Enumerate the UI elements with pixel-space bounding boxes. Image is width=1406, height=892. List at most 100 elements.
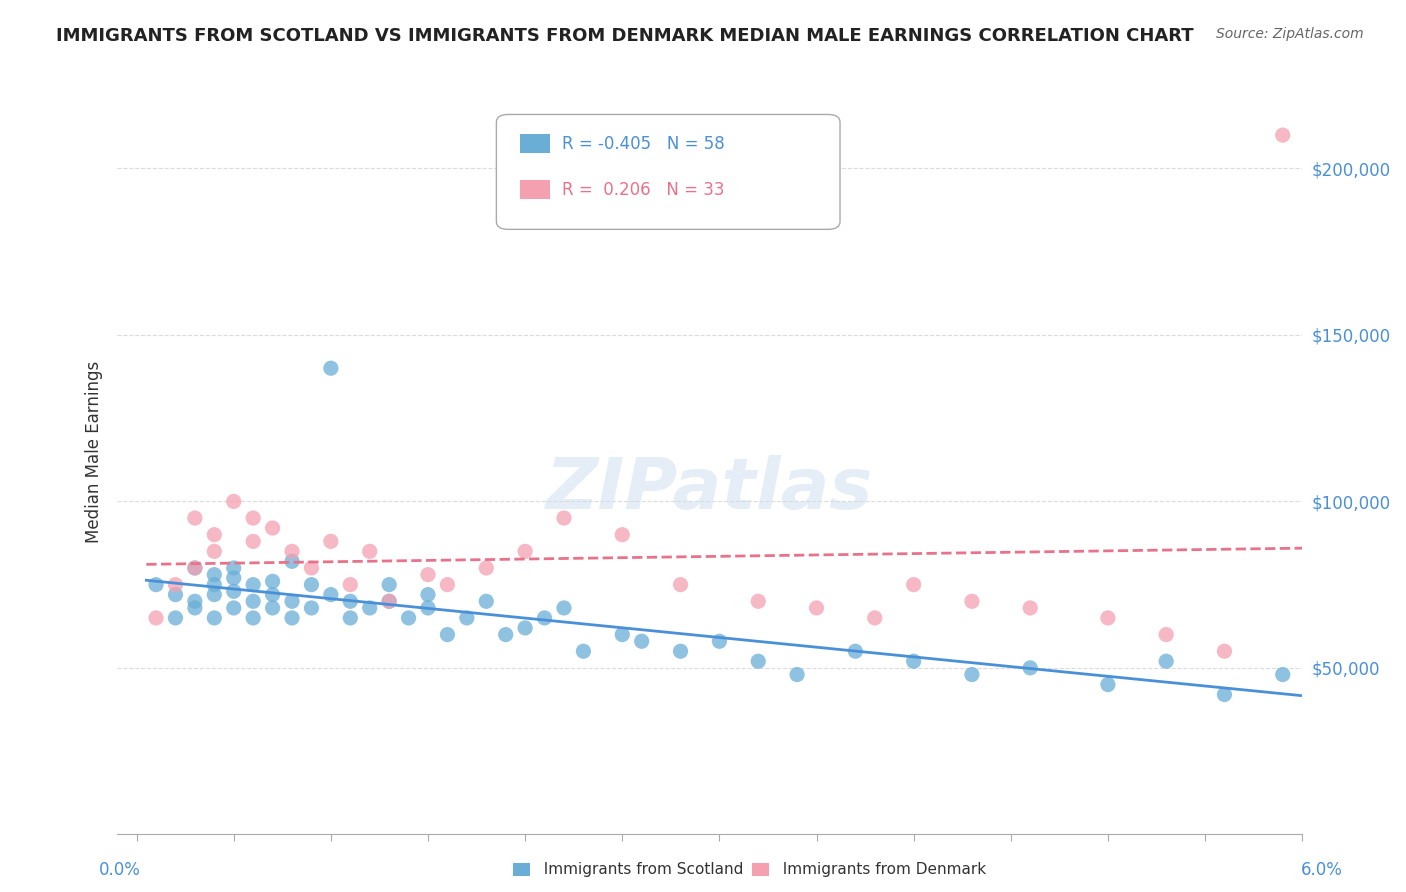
- Point: [513, 621, 536, 635]
- Point: [1271, 667, 1294, 681]
- Point: [709, 634, 731, 648]
- Point: [222, 494, 245, 508]
- Point: [553, 511, 575, 525]
- Point: [281, 554, 304, 568]
- Point: [202, 527, 225, 541]
- Point: [145, 577, 167, 591]
- Point: [378, 594, 401, 608]
- Point: [281, 544, 304, 558]
- Point: [184, 561, 207, 575]
- Point: [1213, 688, 1236, 702]
- Point: [747, 594, 769, 608]
- Point: [572, 644, 595, 658]
- Point: [222, 601, 245, 615]
- Text: R =  0.206   N = 33: R = 0.206 N = 33: [561, 180, 724, 199]
- Y-axis label: Median Male Earnings: Median Male Earnings: [86, 360, 103, 542]
- Point: [242, 611, 264, 625]
- Point: [475, 594, 498, 608]
- Point: [960, 667, 983, 681]
- Point: [553, 601, 575, 615]
- Point: [339, 577, 361, 591]
- Point: [1154, 627, 1177, 641]
- Point: [863, 611, 886, 625]
- Point: [475, 561, 498, 575]
- Point: [960, 594, 983, 608]
- Point: [436, 627, 458, 641]
- Point: [398, 611, 420, 625]
- Point: [495, 627, 517, 641]
- Point: [242, 534, 264, 549]
- Point: [301, 577, 323, 591]
- Point: [903, 577, 925, 591]
- Point: [242, 577, 264, 591]
- Point: [786, 667, 808, 681]
- Point: [533, 611, 555, 625]
- Bar: [520, 134, 550, 153]
- Point: [416, 601, 439, 615]
- Text: 6.0%: 6.0%: [1301, 861, 1343, 879]
- Point: [378, 577, 401, 591]
- Point: [416, 588, 439, 602]
- Point: [202, 567, 225, 582]
- Text: 0.0%: 0.0%: [98, 861, 141, 879]
- Point: [903, 654, 925, 668]
- Point: [416, 567, 439, 582]
- Point: [378, 594, 401, 608]
- Point: [456, 611, 478, 625]
- Point: [262, 574, 284, 589]
- Point: [281, 611, 304, 625]
- Point: [184, 601, 207, 615]
- Point: [747, 654, 769, 668]
- Point: [844, 644, 866, 658]
- Text: R = -0.405   N = 58: R = -0.405 N = 58: [561, 135, 724, 153]
- Text: IMMIGRANTS FROM SCOTLAND VS IMMIGRANTS FROM DENMARK MEDIAN MALE EARNINGS CORRELA: IMMIGRANTS FROM SCOTLAND VS IMMIGRANTS F…: [56, 27, 1194, 45]
- Point: [669, 577, 692, 591]
- Point: [202, 544, 225, 558]
- Point: [202, 611, 225, 625]
- Point: [513, 544, 536, 558]
- Point: [1097, 677, 1119, 691]
- Point: [319, 361, 342, 376]
- Point: [242, 594, 264, 608]
- Point: [669, 644, 692, 658]
- Point: [165, 577, 187, 591]
- Point: [222, 561, 245, 575]
- Point: [1154, 654, 1177, 668]
- Point: [612, 527, 634, 541]
- Point: [165, 611, 187, 625]
- Point: [202, 577, 225, 591]
- Text: Immigrants from Scotland: Immigrants from Scotland: [534, 863, 744, 877]
- Point: [242, 511, 264, 525]
- Point: [301, 601, 323, 615]
- Point: [319, 534, 342, 549]
- Point: [165, 588, 187, 602]
- Point: [806, 601, 828, 615]
- Point: [630, 634, 652, 648]
- Point: [1019, 601, 1042, 615]
- Point: [359, 544, 381, 558]
- Text: Immigrants from Denmark: Immigrants from Denmark: [773, 863, 987, 877]
- Point: [262, 521, 284, 535]
- FancyBboxPatch shape: [496, 114, 839, 229]
- Bar: [520, 179, 550, 199]
- Point: [339, 594, 361, 608]
- Point: [436, 577, 458, 591]
- Text: ZIPatlas: ZIPatlas: [546, 455, 873, 524]
- Point: [184, 594, 207, 608]
- Point: [202, 588, 225, 602]
- Point: [1271, 128, 1294, 142]
- Point: [1019, 661, 1042, 675]
- Point: [184, 511, 207, 525]
- Point: [262, 601, 284, 615]
- Point: [145, 611, 167, 625]
- Point: [1097, 611, 1119, 625]
- Point: [319, 588, 342, 602]
- Point: [301, 561, 323, 575]
- Point: [612, 627, 634, 641]
- Point: [184, 561, 207, 575]
- Point: [222, 584, 245, 599]
- Point: [281, 594, 304, 608]
- Point: [359, 601, 381, 615]
- Point: [339, 611, 361, 625]
- Point: [222, 571, 245, 585]
